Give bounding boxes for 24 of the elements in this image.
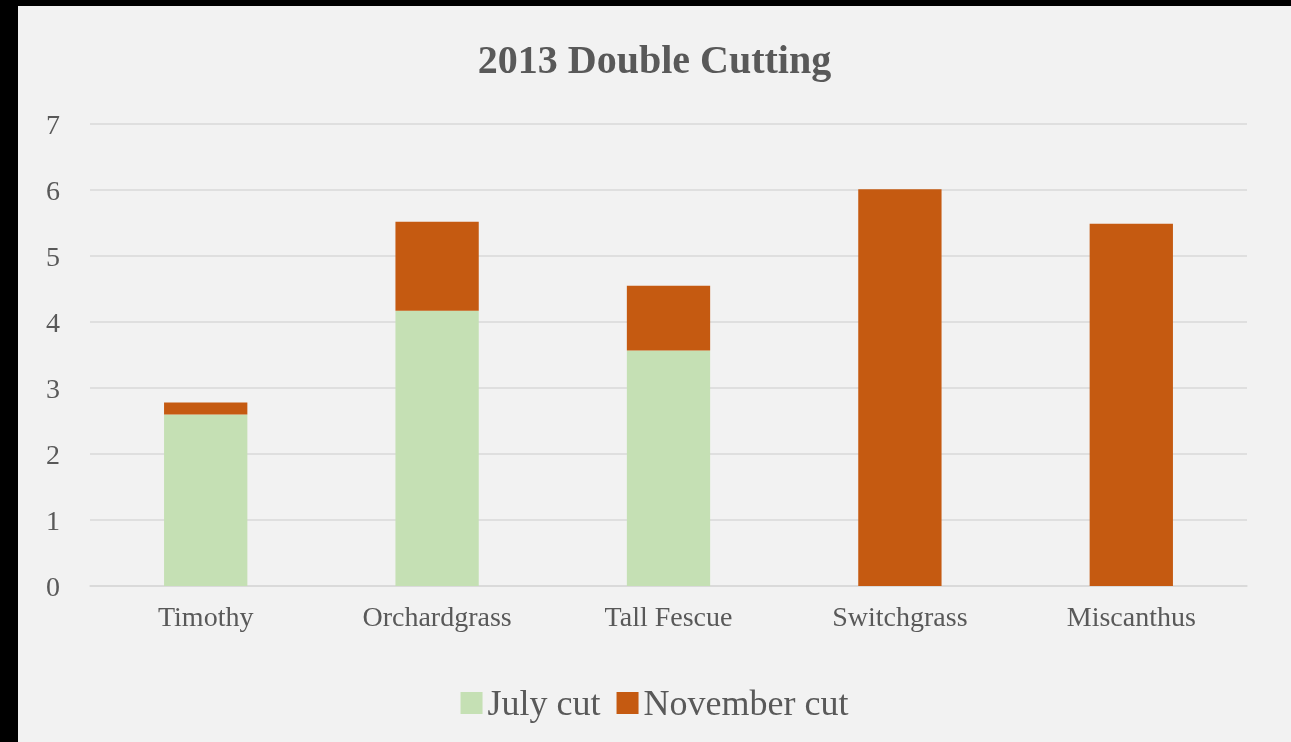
bar xyxy=(164,402,248,415)
chart-title: 2013 Double Cutting xyxy=(477,36,832,82)
legend-label: November cut xyxy=(643,683,849,723)
x-tick-label: Orchardgrass xyxy=(362,600,512,632)
y-tick-label: 1 xyxy=(46,504,60,536)
legend-label: July cut xyxy=(487,683,601,723)
y-tick-label: 3 xyxy=(46,372,60,404)
bar xyxy=(858,189,942,586)
bar xyxy=(395,310,479,586)
bar xyxy=(395,221,479,311)
bar xyxy=(1089,223,1173,586)
bar xyxy=(626,350,711,586)
x-tick-label: Miscanthus xyxy=(1066,600,1196,632)
x-tick-label: Switchgrass xyxy=(832,600,968,632)
y-tick-label: 4 xyxy=(46,306,60,338)
y-tick-label: 2 xyxy=(46,438,60,470)
y-tick-label: 0 xyxy=(46,570,60,602)
y-tick-label: 5 xyxy=(46,240,60,272)
bar xyxy=(164,414,248,586)
x-tick-label: Timothy xyxy=(157,600,254,632)
bar xyxy=(626,285,711,351)
y-tick-label: 6 xyxy=(46,174,60,206)
x-tick-label: Tall Fescue xyxy=(604,600,733,632)
y-tick-label: 7 xyxy=(46,108,60,140)
